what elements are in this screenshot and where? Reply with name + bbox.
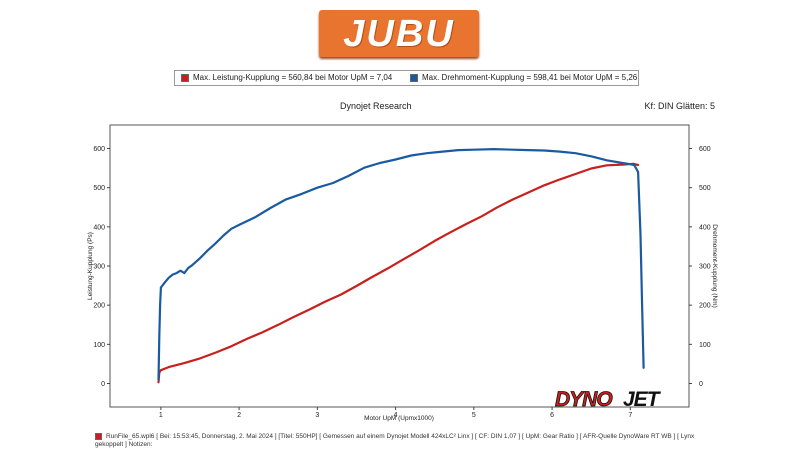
x-tick-label: 1 — [159, 412, 163, 419]
y-axis-label-left: Leistung-Kupplung (Ps) — [87, 232, 94, 300]
run-file-text: RunFile_65.wpl6 [ Bei: 15:53:45, Donners… — [95, 433, 695, 449]
legend-label-power: Max. Leistung-Kupplung = 560,84 bei Moto… — [193, 73, 393, 82]
y-tick-label-right: 500 — [699, 185, 711, 192]
y-axis-left: 0 100 200 300 400 500 600 — [93, 146, 110, 388]
chart-info: Kf: DIN Glätten: 5 — [644, 101, 715, 111]
y-tick-label-right: 300 — [699, 264, 711, 271]
y-tick-label-left: 500 — [93, 185, 105, 192]
y-tick-label-left: 0 — [101, 381, 105, 388]
dynojet-logo-part2: JET — [623, 388, 662, 411]
dynojet-logo: DYNO JET — [555, 388, 663, 411]
y-tick-label-left: 400 — [93, 224, 105, 231]
x-tick-label: 5 — [472, 412, 476, 419]
y-tick-label-right: 200 — [699, 303, 711, 310]
x-tick-label: 2 — [237, 412, 241, 419]
x-axis-label: Motor UpM (Upmx1000) — [364, 415, 434, 422]
x-tick-label: 6 — [550, 412, 554, 419]
chart-title: Dynojet Research — [340, 101, 412, 111]
power-series-line — [157, 162, 640, 384]
jubu-logo: JUBU — [319, 10, 479, 57]
x-axis: 1 2 3 4 5 6 7 — [159, 407, 632, 419]
jubu-logo-text: JUBU — [343, 13, 455, 55]
chart-legend: Max. Leistung-Kupplung = 560,84 bei Moto… — [174, 70, 639, 86]
legend-label-torque: Max. Drehmoment-Kupplung = 598,41 bei Mo… — [422, 73, 638, 82]
legend-item-power: Max. Leistung-Kupplung = 560,84 bei Moto… — [181, 73, 392, 82]
legend-swatch-power — [181, 73, 189, 82]
dynojet-logo-part1: DYNO — [555, 388, 612, 411]
y-tick-label-right: 400 — [699, 224, 711, 231]
x-tick-label: 7 — [628, 412, 632, 419]
series-layer — [157, 148, 645, 384]
y-tick-label-left: 300 — [93, 264, 105, 271]
y-tick-label-left: 200 — [93, 303, 105, 310]
legend-swatch-torque — [410, 73, 418, 82]
y-tick-label-right: 0 — [699, 381, 703, 388]
run-file-swatch — [95, 433, 102, 440]
y-tick-label-right: 100 — [699, 342, 711, 349]
run-file-info: RunFile_65.wpl6 [ Bei: 15:53:45, Donners… — [95, 433, 695, 449]
torque-series-line — [157, 148, 645, 381]
y-tick-label-left: 600 — [93, 146, 105, 153]
y-tick-label-right: 600 — [699, 146, 711, 153]
x-tick-label: 4 — [394, 412, 398, 419]
x-tick-label: 3 — [315, 412, 319, 419]
y-axis-right: 0 100 200 300 400 500 600 — [689, 146, 711, 388]
legend-item-torque: Max. Drehmoment-Kupplung = 598,41 bei Mo… — [410, 73, 637, 82]
y-tick-label-left: 100 — [93, 342, 105, 349]
y-axis-label-right: Drehmoment-Kupplung (Nm) — [711, 224, 718, 307]
